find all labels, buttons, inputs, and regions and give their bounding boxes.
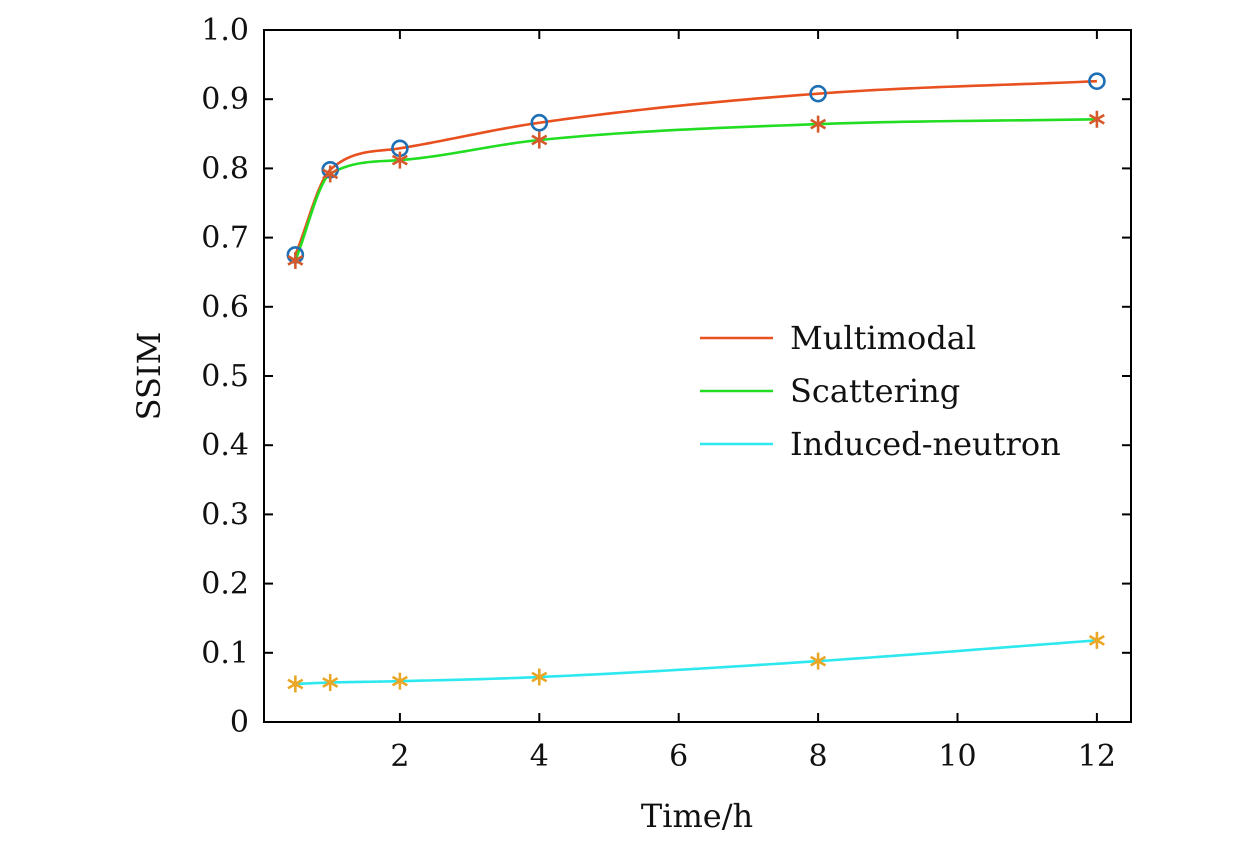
data-point-multimodal: [1088, 72, 1106, 91]
data-point-induced-neutron: [531, 668, 548, 686]
data-point-scattering: [322, 165, 339, 183]
data-point-induced-neutron: [322, 674, 339, 692]
y-tick-label: 0.4: [201, 428, 249, 463]
data-point-scattering: [287, 251, 304, 269]
y-tick-label: 0.1: [201, 636, 249, 671]
legend-label: Induced-neutron: [790, 425, 1061, 463]
x-tick-label: 4: [530, 739, 549, 774]
data-point-scattering: [810, 115, 827, 133]
data-point-scattering: [391, 151, 408, 169]
series-line-induced-neutron: [295, 639, 1097, 686]
x-tick-label: 8: [809, 739, 828, 774]
legend-label: Scattering: [790, 372, 960, 410]
x-tick-label: 2: [390, 739, 409, 774]
y-tick-label: 0.6: [201, 290, 249, 325]
series-lines: [294, 79, 1097, 686]
y-axis: 0 0.1 0.2 0.3 0.4 0.5 0.6 0.7 0.8 0.9 1.0: [201, 13, 1131, 740]
data-point-induced-neutron: [391, 672, 408, 690]
x-tick-label: 10: [938, 739, 976, 774]
series-markers: [286, 72, 1106, 693]
data-point-multimodal: [530, 113, 549, 132]
x-tick-label: 12: [1078, 739, 1116, 774]
y-tick-label: 0.9: [201, 82, 249, 117]
x-tick-label: 6: [669, 739, 688, 774]
data-point-multimodal: [809, 84, 827, 103]
data-point-induced-neutron: [287, 675, 304, 693]
data-point-induced-neutron: [1088, 631, 1105, 649]
x-axis-title: Time/h: [641, 797, 753, 835]
y-tick-label: 0.8: [201, 151, 249, 186]
series-line-multimodal: [294, 79, 1097, 256]
y-axis-title: SSIM: [130, 332, 168, 421]
series-line-scattering: [294, 117, 1097, 261]
y-tick-label: 0.2: [201, 567, 249, 602]
plot-frame: [263, 29, 1132, 723]
y-tick-label: 0: [230, 705, 249, 740]
legend-label: Multimodal: [790, 319, 976, 357]
y-tick-label: 0.3: [201, 497, 249, 532]
data-point-induced-neutron: [810, 652, 827, 670]
x-axis: 2 4 6 8 10 12: [390, 30, 1116, 774]
legend: Multimodal Scattering Induced-neutron: [700, 319, 1061, 463]
y-tick-label: 1.0: [201, 13, 249, 48]
y-tick-label: 0.7: [201, 221, 249, 256]
data-point-scattering: [531, 131, 548, 149]
data-point-scattering: [1088, 110, 1105, 128]
y-tick-label: 0.5: [201, 359, 249, 394]
